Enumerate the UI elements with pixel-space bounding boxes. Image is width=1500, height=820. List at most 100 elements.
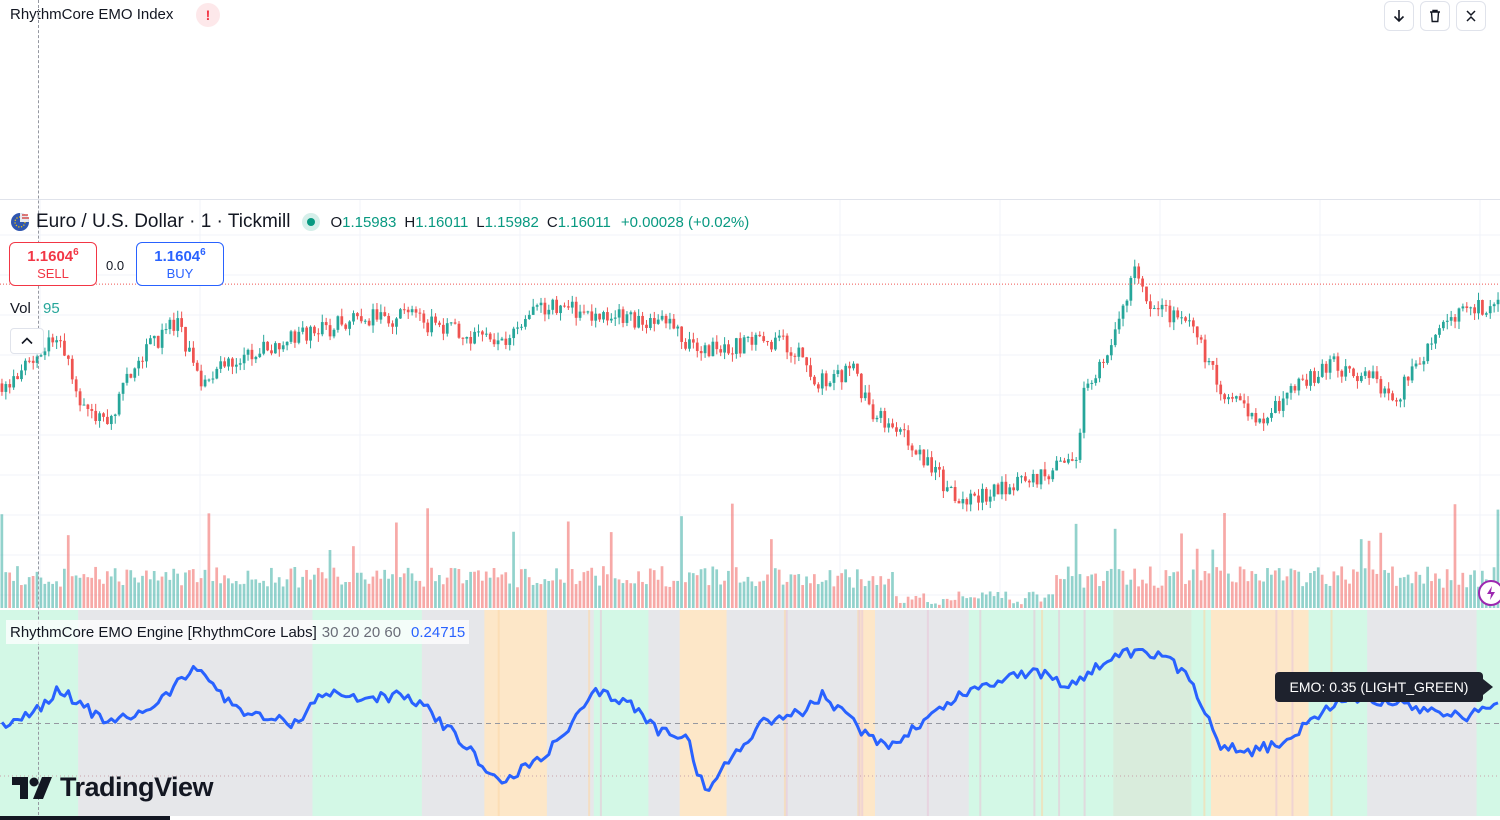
volume-bar (1379, 532, 1383, 608)
symbol-title[interactable]: Euro / U.S. Dollar · 1 · Tickmill (36, 211, 291, 232)
candle-body (930, 457, 934, 473)
candle-body (1426, 343, 1430, 362)
candle-body (188, 347, 191, 352)
candle-body (672, 318, 676, 329)
volume-bar (336, 576, 340, 608)
volume-bar (930, 603, 933, 608)
candle-body (1082, 387, 1086, 433)
volume-bar (1086, 576, 1090, 608)
candle-body (1172, 310, 1176, 323)
pane-separator[interactable] (0, 199, 1500, 200)
candle-body (816, 384, 820, 389)
volume-bar (559, 579, 562, 608)
volume-bar (1309, 572, 1312, 608)
candle-body (516, 327, 519, 329)
price-chart (0, 200, 1500, 610)
buy-button[interactable]: 1.16046 BUY (136, 242, 224, 286)
candle-body (363, 320, 367, 322)
candle-body (797, 347, 801, 357)
candle-body (1379, 379, 1383, 394)
candle-body (1031, 473, 1035, 483)
tradingview-logo[interactable]: TradingView (12, 772, 214, 803)
volume-bar (602, 566, 605, 608)
candle-body (1262, 418, 1266, 424)
eur-usd-flag-icon (11, 213, 29, 231)
volume-bar (789, 574, 793, 608)
candle-body (734, 338, 738, 354)
volume-bar (1141, 579, 1144, 608)
volume-bar (371, 576, 375, 608)
candle-body (512, 328, 516, 339)
volume-bar (1148, 566, 1152, 608)
volume-value: 95 (43, 300, 60, 317)
candle-body (465, 337, 469, 339)
collapse-legend-button[interactable] (10, 328, 44, 354)
delete-pane-button[interactable] (1420, 1, 1450, 31)
candle-body (531, 306, 535, 315)
volume-bar (926, 602, 929, 608)
candle-body (1129, 277, 1133, 301)
volume-bar (105, 571, 109, 608)
volume-bar (117, 581, 121, 608)
emo-zone-stripe (1083, 610, 1086, 816)
volume-bar (1172, 572, 1176, 608)
candle-body (402, 309, 406, 311)
price-pane[interactable] (0, 200, 1500, 610)
emo-zone-gray (1367, 610, 1478, 816)
candle-body (961, 499, 965, 504)
indicator-name[interactable]: RhythmCore EMO Engine [RhythmCore Labs] (10, 623, 317, 641)
volume-bar (164, 572, 168, 608)
candle-body (1410, 366, 1414, 381)
candle-body (1000, 481, 1004, 495)
candle-body (625, 314, 629, 323)
candle-body (1020, 476, 1023, 478)
chevron-up-icon (21, 337, 33, 345)
indicator-legend[interactable]: RhythmCore EMO Engine [RhythmCore Labs] … (6, 620, 470, 644)
error-alert-icon[interactable]: ! (196, 3, 220, 27)
price-change: +0.00028 (+0.02%) (620, 213, 750, 231)
emo-zone-stripe (497, 610, 500, 816)
volume-bar (1313, 571, 1316, 608)
candle-body (570, 301, 574, 308)
maximize-pane-button[interactable] (1456, 1, 1486, 31)
candle-body (277, 343, 281, 350)
candle-body (352, 313, 355, 322)
volume-bar (492, 568, 496, 608)
candle-body (719, 349, 723, 353)
candle-body (500, 338, 504, 341)
candle-body (395, 318, 398, 327)
candle-body (1332, 356, 1336, 360)
symbol-legend[interactable]: Euro / U.S. Dollar · 1 · Tickmill O1.159… (10, 210, 749, 234)
volume-bar (1117, 569, 1121, 608)
candle-body (602, 312, 605, 320)
volume-bar (223, 575, 226, 608)
candle-body (117, 393, 121, 415)
volume-label[interactable]: Vol (10, 300, 31, 317)
volume-bar (773, 568, 777, 608)
candle-body (297, 331, 301, 343)
volume-bar (1445, 569, 1449, 608)
volume-bar (988, 591, 992, 608)
volume-bar (590, 567, 594, 608)
candle-body (918, 449, 922, 455)
volume-bar (1473, 570, 1476, 608)
sell-button[interactable]: 1.16046 SELL (9, 242, 97, 286)
volume-bar (98, 579, 101, 608)
candle-body (774, 337, 777, 350)
volume-bar (59, 586, 62, 608)
volume-bar (250, 579, 254, 608)
volume-bar (55, 581, 58, 608)
move-down-button[interactable] (1384, 1, 1414, 31)
candle-body (1070, 459, 1074, 461)
volume-bar (1137, 586, 1140, 608)
indicator-params: 30 20 20 60 (321, 623, 402, 641)
candle-body (742, 337, 746, 354)
volume-bar (1414, 571, 1418, 608)
volume-bar (977, 598, 980, 608)
lightning-icon[interactable] (1478, 580, 1500, 606)
candle-body (441, 324, 445, 334)
volume-bar (219, 583, 222, 608)
volume-bar (727, 570, 730, 608)
volume-bar (1023, 598, 1027, 608)
volume-bar (918, 597, 922, 608)
